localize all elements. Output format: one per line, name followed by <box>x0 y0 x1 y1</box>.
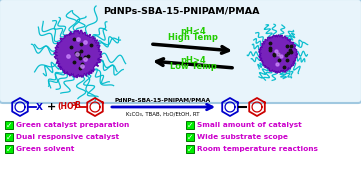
Text: Room temperature reactions: Room temperature reactions <box>197 146 318 152</box>
FancyBboxPatch shape <box>186 145 194 153</box>
Text: ✓: ✓ <box>187 132 193 142</box>
Text: pH>4: pH>4 <box>180 56 206 65</box>
FancyBboxPatch shape <box>0 0 361 103</box>
Polygon shape <box>54 30 102 78</box>
Text: pH<4: pH<4 <box>180 27 206 36</box>
Text: Small amount of catalyst: Small amount of catalyst <box>197 122 302 128</box>
Text: ✓: ✓ <box>6 145 12 153</box>
Text: PdNPs-SBA-15-PNIPAM/PMAA: PdNPs-SBA-15-PNIPAM/PMAA <box>115 98 211 103</box>
Text: Dual responsive catalyst: Dual responsive catalyst <box>16 134 119 140</box>
FancyBboxPatch shape <box>5 145 13 153</box>
Text: Low Temp: Low Temp <box>170 62 216 71</box>
Text: ✓: ✓ <box>187 121 193 129</box>
Text: K₂CO₃, TBAB, H₂O/EtOH, RT: K₂CO₃, TBAB, H₂O/EtOH, RT <box>126 111 200 116</box>
Text: (HO): (HO) <box>57 101 77 111</box>
FancyBboxPatch shape <box>5 133 13 141</box>
FancyBboxPatch shape <box>5 121 13 129</box>
Text: B: B <box>74 101 80 111</box>
Text: ✓: ✓ <box>187 145 193 153</box>
Text: +: + <box>46 102 56 112</box>
Text: ✓: ✓ <box>6 121 12 129</box>
Text: Wide substrate scope: Wide substrate scope <box>197 134 288 140</box>
Text: Green solvent: Green solvent <box>16 146 74 152</box>
Text: Green catalyst preparation: Green catalyst preparation <box>16 122 129 128</box>
Text: ✓: ✓ <box>6 132 12 142</box>
Text: 2: 2 <box>72 101 77 106</box>
Text: X: X <box>36 102 43 112</box>
Polygon shape <box>259 35 297 73</box>
Text: High Temp: High Temp <box>168 33 218 42</box>
FancyBboxPatch shape <box>186 121 194 129</box>
Text: PdNPs-SBA-15-PNIPAM/PMAA: PdNPs-SBA-15-PNIPAM/PMAA <box>103 6 259 15</box>
FancyBboxPatch shape <box>186 133 194 141</box>
